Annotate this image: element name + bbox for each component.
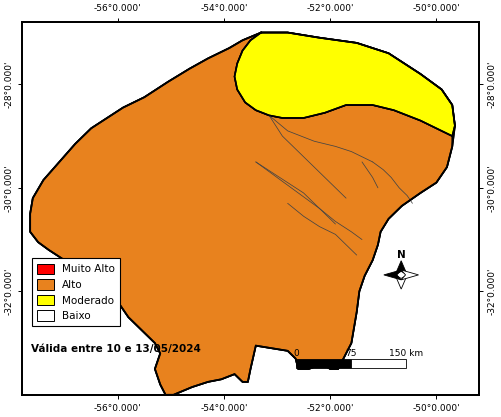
Polygon shape: [234, 33, 455, 136]
Text: 150 km: 150 km: [389, 349, 423, 359]
Polygon shape: [395, 275, 407, 289]
Polygon shape: [395, 261, 407, 275]
Bar: [351, 359, 406, 368]
Bar: [296, 359, 351, 368]
Polygon shape: [384, 270, 401, 280]
Text: N: N: [397, 250, 405, 260]
Polygon shape: [30, 33, 455, 395]
Text: 75: 75: [345, 349, 357, 359]
Legend: Muito Alto, Alto, Moderado, Baixo: Muito Alto, Alto, Moderado, Baixo: [32, 259, 120, 326]
Polygon shape: [30, 33, 452, 395]
Text: Válida entre 10 e 13/05/2024: Válida entre 10 e 13/05/2024: [32, 344, 201, 354]
Polygon shape: [401, 270, 418, 280]
Text: 0: 0: [293, 349, 299, 359]
